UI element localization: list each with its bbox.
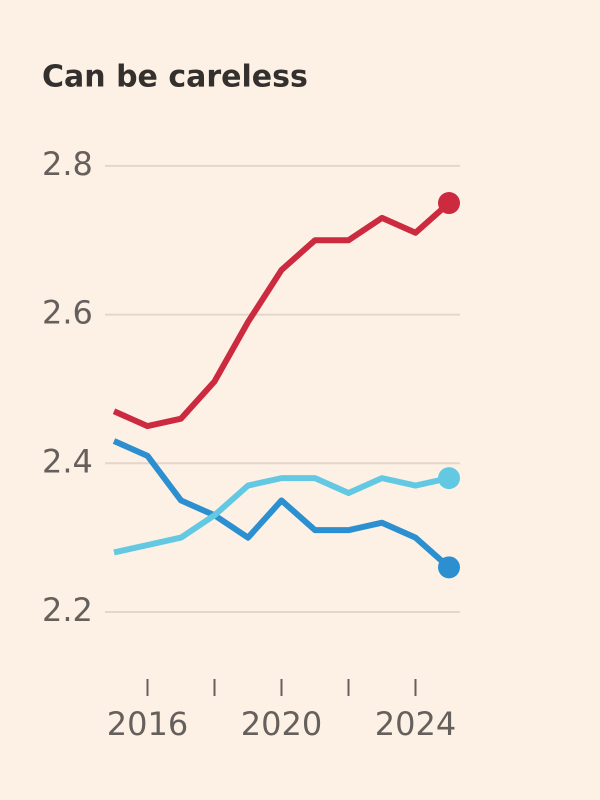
y-tick-label: 2.4 <box>42 442 93 480</box>
y-tick-label: 2.2 <box>42 591 93 629</box>
end-marker <box>438 467 460 490</box>
x-tick-label: 2016 <box>107 705 188 743</box>
series-line <box>112 200 451 430</box>
series-line <box>112 438 451 570</box>
series-line <box>113 475 450 556</box>
end-marker <box>438 192 460 215</box>
end-marker <box>438 556 460 579</box>
x-tick-label: 2020 <box>241 705 322 743</box>
x-tick-label: 2024 <box>375 705 456 743</box>
y-tick-label: 2.6 <box>42 294 93 332</box>
y-tick-label: 2.8 <box>42 145 93 183</box>
chart-title: Can be careless <box>42 60 308 95</box>
